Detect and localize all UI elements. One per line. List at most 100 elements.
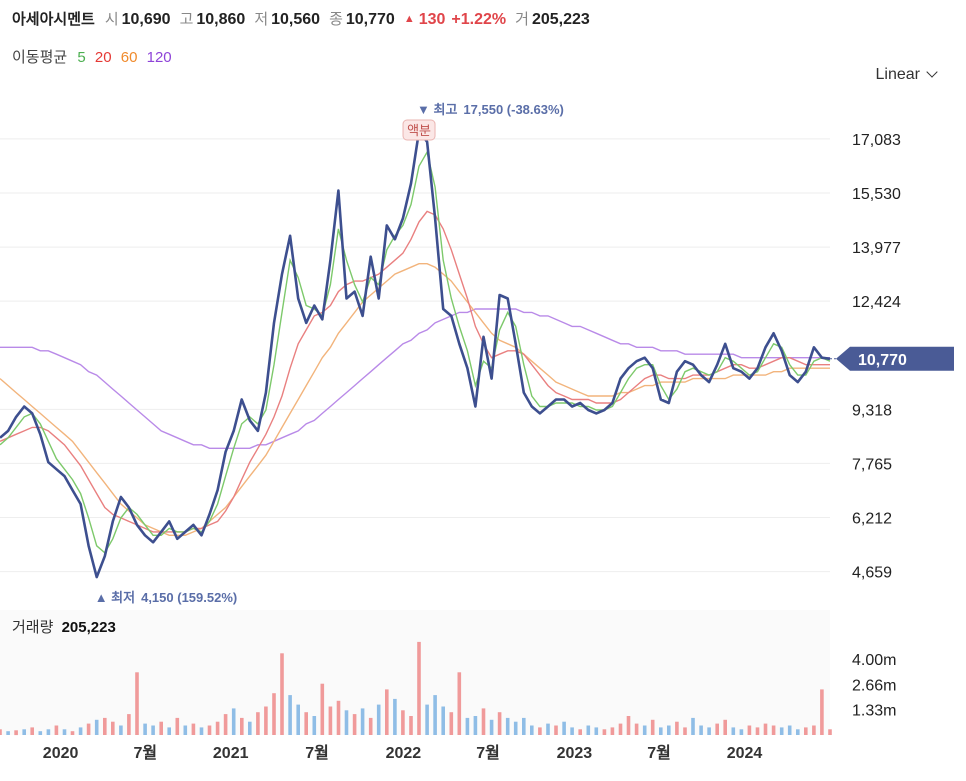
volume-bar bbox=[231, 708, 236, 735]
high-annotation-value: 17,550 (-38.63%) bbox=[463, 102, 563, 117]
y-tick-label: 9,318 bbox=[852, 402, 892, 419]
volume-bar bbox=[739, 729, 744, 735]
volume-bar bbox=[272, 693, 276, 735]
ma-60-label: 60 bbox=[120, 49, 138, 66]
volume-bar bbox=[103, 717, 107, 735]
volume-bar bbox=[787, 725, 792, 735]
high-value: 10,860 bbox=[196, 11, 246, 28]
volume-panel-value: 205,223 bbox=[61, 619, 116, 636]
volume-bar bbox=[683, 727, 687, 735]
volume-bar bbox=[723, 719, 727, 735]
volume-bar bbox=[626, 716, 631, 735]
x-tick-label: 2024 bbox=[727, 745, 763, 762]
volume-bar bbox=[360, 708, 365, 735]
volume-bar bbox=[715, 723, 719, 735]
volume-bar bbox=[812, 725, 816, 735]
chart-annotations: ▼ 최고 17,550 (-38.63%) ▲ 최저 4,150 (159.52%)… bbox=[95, 102, 564, 605]
x-tick-label: 2020 bbox=[43, 745, 79, 762]
volume-bar bbox=[14, 730, 18, 736]
split-event-label: 액분 bbox=[407, 123, 431, 138]
x-tick-label: 2021 bbox=[213, 745, 249, 762]
volume-bar bbox=[747, 725, 752, 735]
quote-header: 아세아시멘트 시 10,690 고 10,860 저 10,560 종 10,770 ▲… bbox=[12, 8, 599, 30]
low-annotation: ▲ 최저 4,150 (159.52%) bbox=[95, 590, 238, 605]
ma-legend-title: 이동평균 bbox=[12, 49, 68, 66]
low-annotation-arrow-icon: ▲ bbox=[95, 590, 111, 605]
high-annotation-label: 최고 bbox=[434, 102, 458, 117]
volume-bar bbox=[312, 716, 317, 735]
volume-bar bbox=[473, 716, 478, 735]
volume-bar bbox=[256, 712, 260, 735]
volume-bar bbox=[304, 712, 308, 735]
volume-bar bbox=[642, 725, 647, 735]
x-tick-label: 2023 bbox=[557, 745, 593, 762]
ma20-line bbox=[0, 210, 830, 533]
scale-selector-label: Linear bbox=[875, 66, 920, 83]
price-axis: 17,083 15,530 13,977 12,424 9,318 7,765 6,212 4… bbox=[852, 132, 901, 582]
price-series bbox=[0, 130, 831, 579]
volume-bar bbox=[240, 717, 244, 735]
volume-bar bbox=[401, 710, 405, 735]
volume-bar bbox=[675, 721, 679, 735]
volume-bar bbox=[328, 706, 333, 735]
volume-bar bbox=[62, 729, 67, 735]
volume-bar bbox=[127, 714, 131, 735]
volume-bar bbox=[538, 727, 542, 735]
volume-bars bbox=[0, 610, 832, 736]
volume-bar bbox=[497, 712, 502, 735]
volume-bar bbox=[546, 723, 550, 735]
volume-label: 거 bbox=[515, 11, 529, 28]
volume-panel-title: 거래량 205,223 bbox=[12, 616, 116, 637]
volume-bar bbox=[489, 719, 494, 735]
x-tick-label: 7월 bbox=[305, 744, 329, 762]
split-event-box bbox=[402, 119, 436, 141]
split-event-marker[interactable]: 액분 bbox=[402, 119, 436, 141]
volume-bar bbox=[207, 725, 212, 735]
y-tick-label: 17,083 bbox=[852, 132, 901, 149]
volume-bar bbox=[610, 727, 615, 735]
ma-5-label: 5 bbox=[77, 49, 86, 66]
volume-bar bbox=[38, 731, 43, 735]
volume-bar bbox=[522, 717, 526, 735]
volume-bar bbox=[111, 721, 115, 735]
volume-panel-label: 거래량 bbox=[12, 619, 54, 636]
current-price-tag: 10,770 bbox=[830, 346, 954, 371]
volume-bar bbox=[248, 721, 252, 735]
volume-bar bbox=[22, 729, 26, 735]
stock-name: 아세아시멘트 bbox=[12, 11, 95, 28]
volume-bar bbox=[763, 723, 768, 735]
up-triangle-icon: ▲ bbox=[403, 13, 415, 25]
volume-bar bbox=[175, 717, 180, 735]
x-tick-label: 2022 bbox=[386, 745, 422, 762]
volume-bar bbox=[199, 727, 204, 735]
price-grid bbox=[0, 138, 830, 573]
volume-bar bbox=[280, 653, 284, 735]
scale-selector[interactable]: Linear bbox=[875, 66, 938, 84]
volume-bar bbox=[54, 725, 59, 735]
volume-panel-bg bbox=[0, 610, 830, 735]
volume-bar bbox=[385, 689, 389, 735]
volume-bar bbox=[215, 721, 220, 735]
volume-bar bbox=[465, 717, 470, 735]
volume-bar bbox=[119, 725, 123, 735]
volume-bar bbox=[336, 700, 341, 735]
volume-bar bbox=[667, 725, 671, 735]
volume-bar bbox=[530, 725, 534, 735]
volume-bar bbox=[634, 723, 639, 735]
low-value: 10,560 bbox=[271, 11, 321, 28]
volume-bar bbox=[264, 706, 268, 735]
volume-bar bbox=[699, 725, 703, 735]
volume-value: 205,223 bbox=[531, 11, 590, 28]
volume-bar bbox=[796, 729, 800, 735]
current-price-tag-label: 10,770 bbox=[858, 352, 907, 369]
volume-bar bbox=[602, 729, 607, 735]
volume-bar bbox=[425, 704, 429, 735]
volume-bar bbox=[376, 704, 381, 735]
close-value: 10,770 bbox=[345, 11, 395, 28]
moving-average-legend[interactable]: 이동평균 5 20 60 120 bbox=[12, 46, 177, 67]
volume-bar bbox=[183, 725, 188, 735]
volume-bar bbox=[804, 727, 808, 735]
low-annotation-label: 최저 bbox=[111, 590, 135, 605]
volume-bar bbox=[167, 727, 171, 735]
